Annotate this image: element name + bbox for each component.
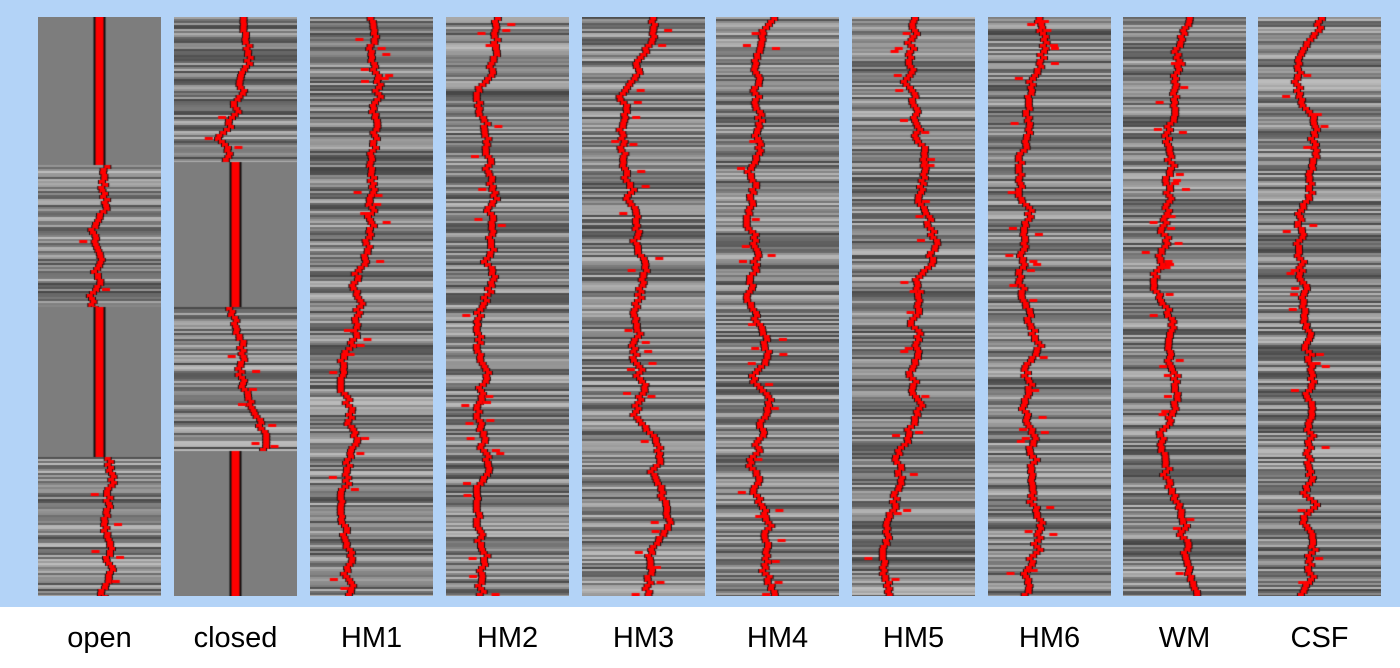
- label-hm4: HM4: [746, 622, 809, 654]
- label-csf: CSF: [1290, 622, 1349, 654]
- label-hm3: HM3: [612, 622, 675, 654]
- label-closed: closed: [193, 622, 278, 654]
- strip-hm6: [988, 17, 1111, 596]
- strip-hm5: [852, 17, 975, 596]
- strip-hm1: [310, 17, 433, 596]
- label-hm6: HM6: [1018, 622, 1081, 654]
- label-hm5: HM5: [882, 622, 945, 654]
- label-hm1: HM1: [340, 622, 403, 654]
- strip-hm3: [582, 17, 705, 596]
- strip-csf: [1258, 17, 1381, 596]
- strip-closed: [174, 17, 297, 596]
- strip-wm: [1123, 17, 1246, 596]
- panel-area: [0, 0, 1400, 607]
- label-open: open: [67, 622, 132, 654]
- strip-hm2: [446, 17, 569, 596]
- label-wm: WM: [1158, 622, 1211, 654]
- strip-hm4: [716, 17, 839, 596]
- strip-open: [38, 17, 161, 596]
- label-hm2: HM2: [476, 622, 539, 654]
